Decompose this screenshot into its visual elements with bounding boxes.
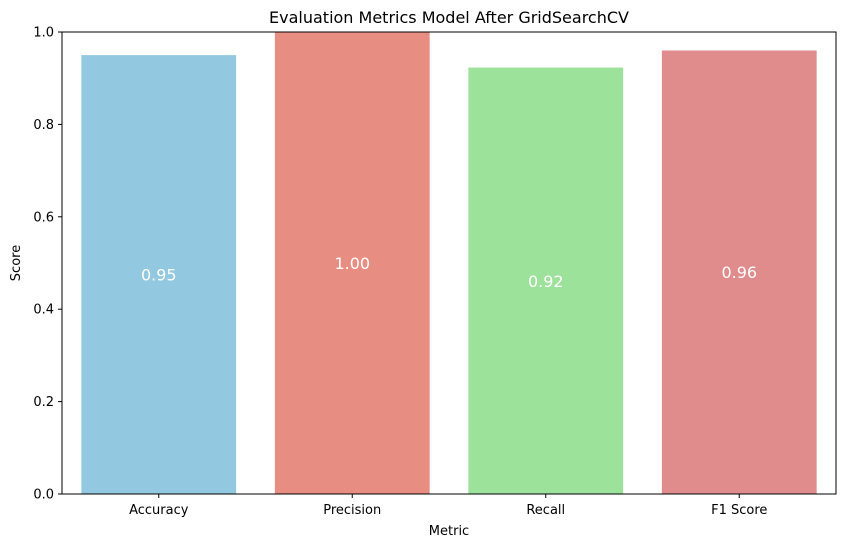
bar-precision	[274, 32, 430, 494]
plot-frame	[61, 31, 837, 495]
bar-labels-group: 0.95 1.00 0.92 0.96	[141, 254, 757, 291]
y-tick-label: 0.8	[33, 118, 54, 133]
y-axis-ticks: 0.0 0.2 0.4 0.6 0.8 1.0	[33, 26, 62, 503]
bar-f1-score	[661, 50, 817, 494]
bar-recall	[468, 67, 624, 494]
x-axis-label: Metric	[429, 524, 469, 539]
y-tick-label: 0.2	[33, 395, 54, 410]
x-tick-label: Recall	[526, 503, 565, 518]
y-tick-label: 0.0	[33, 488, 54, 503]
x-tick-label: Accuracy	[129, 503, 189, 518]
bars-group	[81, 32, 817, 494]
chart-title: Evaluation Metrics Model After GridSearc…	[269, 8, 629, 27]
y-tick-label: 0.6	[33, 210, 54, 225]
axes-frame	[61, 31, 837, 495]
data-label-f1-score: 0.96	[721, 263, 757, 282]
data-label-recall: 0.92	[528, 272, 564, 291]
x-tick-label: Precision	[323, 503, 381, 518]
bar-accuracy	[81, 55, 237, 494]
y-tick-label: 1.0	[33, 26, 54, 41]
x-tick-label: F1 Score	[711, 503, 767, 518]
y-tick-label: 0.4	[33, 303, 54, 318]
data-label-precision: 1.00	[334, 254, 370, 273]
y-axis-label: Score	[9, 245, 24, 281]
data-label-accuracy: 0.95	[141, 266, 177, 285]
x-axis-ticks: Accuracy Precision Recall F1 Score	[129, 494, 767, 518]
